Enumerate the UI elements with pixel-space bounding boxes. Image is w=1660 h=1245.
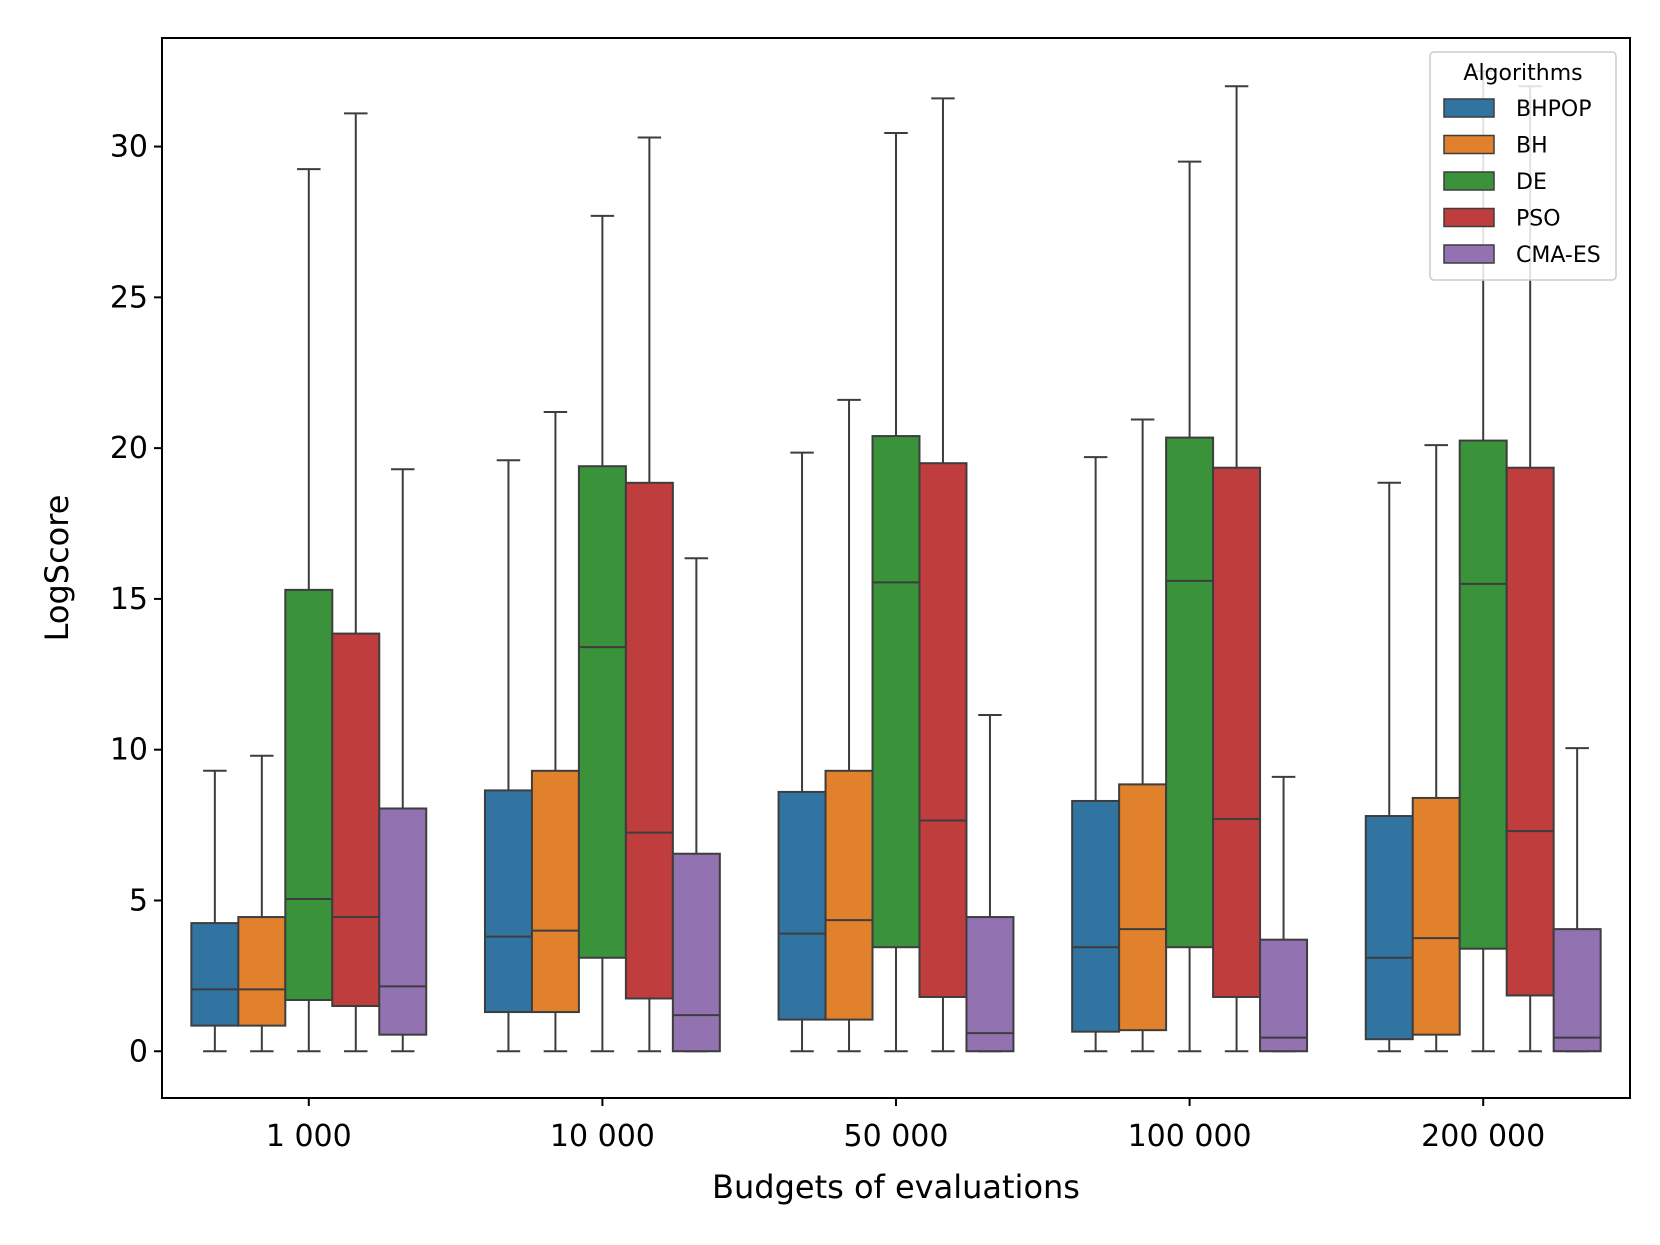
legend-label-bh: BH	[1516, 134, 1548, 159]
box-bhpop-1	[483, 459, 533, 1053]
box-groups	[190, 70, 1602, 1053]
legend-label-pso: PSO	[1516, 207, 1561, 232]
x-tick-label: 200 000	[1421, 1119, 1545, 1154]
box-bh-1	[530, 410, 580, 1053]
legend-label-cma-es: CMA-ES	[1516, 243, 1601, 268]
legend: Algorithms BHPOP BH DE PSO CMA-ES	[1429, 51, 1617, 281]
y-tick-label: 20	[110, 431, 148, 466]
box-body	[824, 769, 874, 1021]
legend-swatch-cma-es	[1443, 244, 1495, 264]
box-body	[1071, 799, 1121, 1033]
box-body	[530, 769, 580, 1014]
box-body	[1165, 436, 1215, 949]
box-body	[378, 807, 428, 1036]
box-bh-3	[1118, 418, 1168, 1053]
box-body	[871, 435, 921, 949]
box-de-1	[577, 214, 627, 1053]
y-axis: 0 5 10 15 20 25 30	[110, 130, 162, 1069]
box-cma-es-2	[965, 714, 1015, 1053]
box-body	[190, 922, 240, 1027]
x-tick-label: 100 000	[1128, 1119, 1252, 1154]
box-pso-3	[1212, 85, 1262, 1053]
box-body	[1118, 783, 1168, 1032]
legend-items: BHPOP BH DE PSO CMA-ES	[1443, 97, 1601, 268]
box-de-4	[1458, 70, 1508, 1053]
y-tick-label: 25	[110, 280, 148, 315]
y-axis-title: LogScore	[38, 495, 76, 642]
box-de-3	[1165, 160, 1215, 1053]
box-body	[483, 789, 533, 1014]
legend-swatch-de	[1443, 171, 1495, 191]
box-body	[1411, 796, 1461, 1036]
box-cma-es-1	[671, 557, 721, 1053]
y-tick-label: 10	[110, 733, 148, 768]
box-bhpop-2	[777, 451, 827, 1053]
legend-label-bhpop: BHPOP	[1516, 97, 1592, 122]
box-pso-0	[331, 112, 381, 1053]
box-body	[284, 588, 334, 1001]
box-cma-es-4	[1552, 747, 1602, 1053]
box-pso-1	[624, 136, 674, 1053]
box-body	[331, 632, 381, 1008]
box-bh-2	[824, 398, 874, 1053]
box-bh-0	[237, 754, 287, 1053]
x-tick-label: 50 000	[844, 1119, 949, 1154]
box-pso-4	[1505, 85, 1555, 1053]
box-bhpop-4	[1364, 481, 1414, 1053]
box-body	[1458, 439, 1508, 950]
legend-label-de: DE	[1516, 170, 1547, 195]
box-cma-es-3	[1259, 775, 1309, 1053]
box-body	[1552, 928, 1602, 1053]
legend-swatch-pso	[1443, 207, 1495, 228]
legend-swatch-bh	[1443, 134, 1495, 155]
box-body	[671, 852, 721, 1053]
box-body	[965, 916, 1015, 1053]
x-tick-label: 1 000	[266, 1119, 352, 1154]
box-body	[1259, 938, 1309, 1053]
box-body	[1364, 815, 1414, 1041]
y-tick-label: 30	[110, 130, 148, 165]
x-axis: 1 000 10 000 50 000 100 000 200 000	[266, 1098, 1545, 1154]
box-de-0	[284, 168, 334, 1053]
box-body	[1212, 466, 1262, 998]
x-tick-label: 10 000	[550, 1119, 655, 1154]
box-bhpop-0	[190, 769, 240, 1053]
y-tick-label: 5	[129, 883, 148, 918]
box-body	[918, 462, 968, 998]
box-bh-4	[1411, 444, 1461, 1053]
box-body	[237, 916, 287, 1027]
box-body	[1505, 466, 1555, 997]
box-body	[777, 790, 827, 1021]
box-cma-es-0	[378, 468, 428, 1053]
x-axis-title: Budgets of evaluations	[712, 1168, 1080, 1206]
box-pso-2	[918, 97, 968, 1053]
legend-swatch-bhpop	[1443, 98, 1495, 118]
box-body	[577, 465, 627, 959]
legend-title: Algorithms	[1463, 61, 1582, 86]
box-bhpop-3	[1071, 456, 1121, 1053]
box-body	[624, 481, 674, 1000]
y-tick-label: 0	[129, 1034, 148, 1069]
y-tick-label: 15	[110, 582, 148, 617]
